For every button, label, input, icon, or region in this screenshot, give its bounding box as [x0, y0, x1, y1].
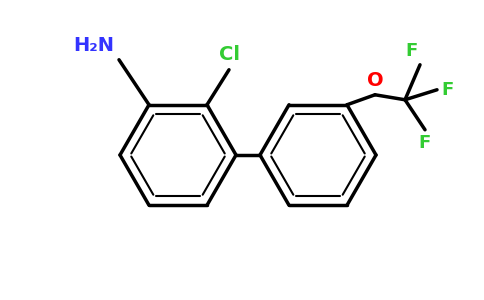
Text: Cl: Cl [218, 45, 240, 64]
Text: H₂N: H₂N [73, 36, 114, 55]
Text: F: F [419, 134, 431, 152]
Text: F: F [441, 81, 453, 99]
Text: F: F [406, 42, 418, 60]
Text: O: O [367, 71, 383, 90]
